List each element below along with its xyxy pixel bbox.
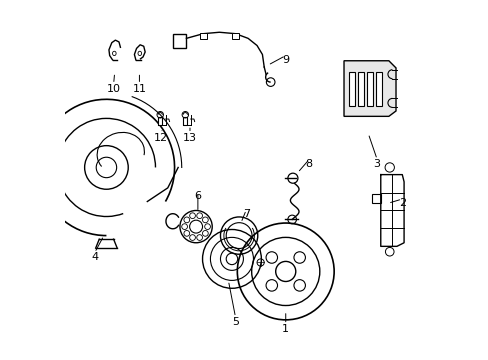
Circle shape bbox=[189, 213, 195, 219]
Bar bbox=[371, 194, 380, 203]
Circle shape bbox=[183, 217, 189, 223]
Circle shape bbox=[182, 224, 187, 229]
Text: 8: 8 bbox=[305, 159, 312, 169]
Text: 10: 10 bbox=[106, 84, 121, 94]
Text: 7: 7 bbox=[242, 209, 249, 219]
Text: 11: 11 bbox=[132, 84, 146, 94]
Bar bbox=[172, 35, 186, 48]
Bar bbox=[231, 33, 239, 39]
Bar bbox=[357, 72, 364, 105]
Circle shape bbox=[202, 230, 208, 236]
Text: 6: 6 bbox=[194, 191, 201, 201]
Text: 4: 4 bbox=[91, 252, 98, 262]
Text: 3: 3 bbox=[373, 159, 380, 169]
Text: 12: 12 bbox=[154, 133, 168, 143]
Circle shape bbox=[196, 235, 202, 240]
Circle shape bbox=[196, 213, 202, 219]
Circle shape bbox=[204, 224, 210, 229]
Bar bbox=[158, 117, 162, 126]
Circle shape bbox=[202, 217, 208, 223]
Circle shape bbox=[180, 211, 212, 243]
Circle shape bbox=[183, 230, 189, 236]
Circle shape bbox=[189, 235, 195, 240]
Text: 13: 13 bbox=[183, 133, 197, 143]
Bar bbox=[375, 72, 382, 105]
Bar bbox=[183, 117, 187, 126]
Text: 2: 2 bbox=[398, 198, 405, 208]
Bar bbox=[348, 72, 355, 105]
Text: 9: 9 bbox=[282, 55, 289, 65]
Bar bbox=[366, 72, 372, 105]
Bar bbox=[199, 33, 206, 39]
Polygon shape bbox=[344, 61, 395, 116]
Text: 5: 5 bbox=[232, 317, 239, 327]
Text: 1: 1 bbox=[282, 324, 288, 334]
